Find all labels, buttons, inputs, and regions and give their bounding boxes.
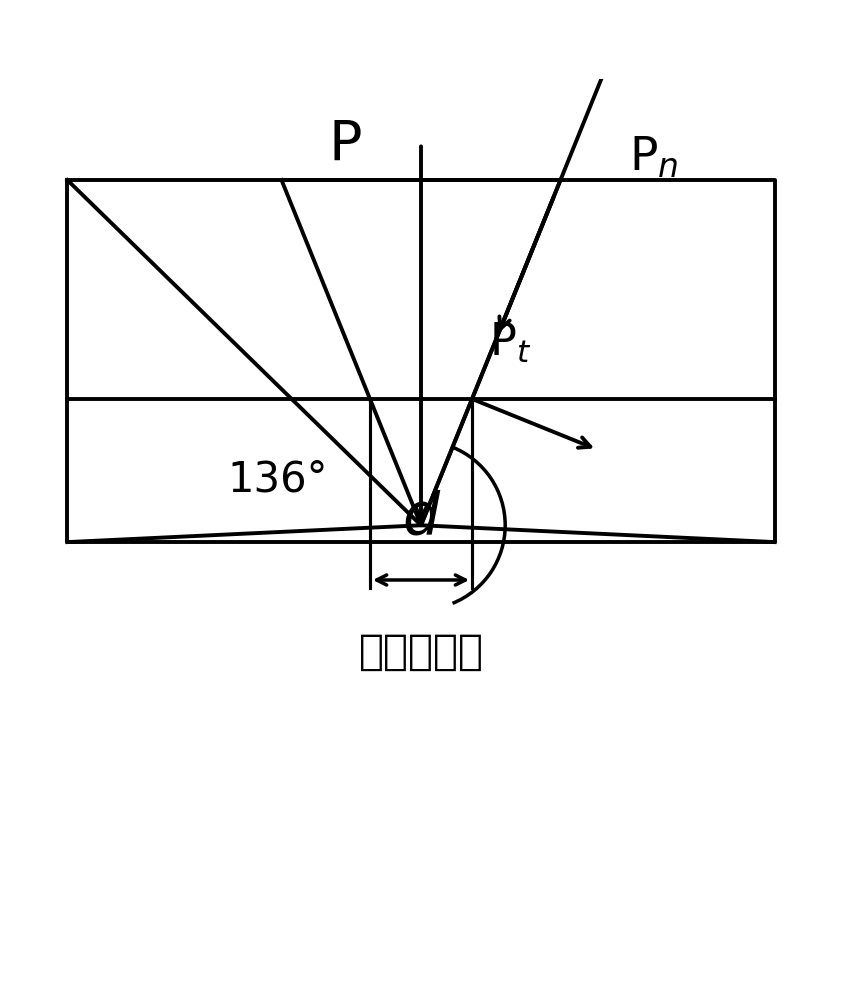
Text: d: d xyxy=(402,489,440,546)
Text: P: P xyxy=(328,118,362,172)
Text: P$_t$: P$_t$ xyxy=(489,321,531,365)
Text: P$_n$: P$_n$ xyxy=(629,135,679,180)
Polygon shape xyxy=(281,180,561,525)
Text: 136°: 136° xyxy=(227,458,328,500)
Polygon shape xyxy=(67,399,775,542)
Text: 对角线长度: 对角线长度 xyxy=(359,631,483,673)
Polygon shape xyxy=(67,180,775,542)
